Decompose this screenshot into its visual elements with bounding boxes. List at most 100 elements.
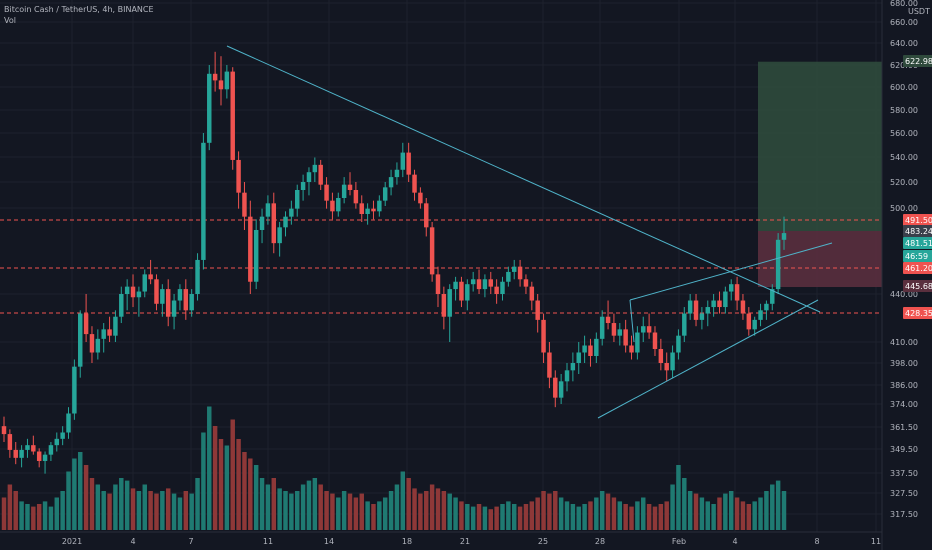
price-tick-label: 660.00 xyxy=(890,18,918,27)
volume-bar xyxy=(142,484,147,530)
volume-bar xyxy=(553,491,558,530)
price-tag-level[interactable]: 491.50 xyxy=(903,214,932,226)
candle-body xyxy=(195,259,200,294)
dashed-levels[interactable] xyxy=(0,219,882,314)
candle-body xyxy=(547,352,552,378)
candle xyxy=(324,177,329,209)
volume-bar xyxy=(623,504,628,530)
candle xyxy=(517,259,523,287)
volume-bar xyxy=(705,501,710,530)
candle-body xyxy=(482,279,488,290)
volume-bar xyxy=(388,491,394,530)
candle xyxy=(699,307,705,330)
candle xyxy=(60,426,65,446)
candle-body xyxy=(72,366,77,414)
volume-bar xyxy=(734,497,740,530)
price-tick-label: 580.00 xyxy=(890,106,918,115)
time-tick-label: 7 xyxy=(188,537,193,546)
volume-bar xyxy=(124,480,130,530)
volume-bar xyxy=(617,501,623,530)
volume-bar xyxy=(429,484,435,530)
price-tag-level[interactable]: 461.20 xyxy=(903,262,932,274)
candle xyxy=(330,192,335,220)
volume-bar xyxy=(476,504,482,530)
candle xyxy=(189,289,194,317)
trendline-0[interactable] xyxy=(226,45,821,313)
candle-body xyxy=(330,200,335,212)
candle-body xyxy=(353,190,359,204)
candle xyxy=(570,352,576,382)
position-zones[interactable] xyxy=(758,61,882,288)
time-tick-label: 25 xyxy=(538,537,548,546)
time-tick-label: 18 xyxy=(402,537,412,546)
candle-body xyxy=(605,316,611,324)
time-tick-label: 21 xyxy=(460,537,470,546)
candle-body xyxy=(265,203,271,217)
candle xyxy=(770,284,775,311)
candle-body xyxy=(177,289,183,301)
price-tag-target[interactable]: 622.98 xyxy=(903,55,932,67)
price-tag-level[interactable]: 428.35 xyxy=(903,307,932,319)
candle xyxy=(148,259,153,285)
price-tag-last[interactable]: 481.51 xyxy=(903,237,932,249)
candle xyxy=(511,259,517,280)
candle xyxy=(124,279,130,311)
price-tag-box xyxy=(903,280,932,292)
candle xyxy=(382,182,388,206)
volume-bar xyxy=(535,497,540,530)
candle-body xyxy=(418,192,423,204)
volume-bar xyxy=(1,497,7,530)
candle-body xyxy=(78,313,83,367)
price-tag-entry[interactable]: 483.24 xyxy=(903,225,932,237)
candle-body xyxy=(400,152,406,170)
time-axis[interactable]: 2021 4 7 11 14 18 21 25 28 Feb 4 8 11 xyxy=(0,531,882,546)
trendline-1[interactable] xyxy=(597,299,819,419)
volume-bar xyxy=(224,445,230,530)
candle xyxy=(31,435,36,455)
volume-bar xyxy=(494,506,499,530)
volume-bar xyxy=(371,504,376,530)
candle-body xyxy=(289,208,294,217)
candle-body xyxy=(36,451,42,461)
volume-bar xyxy=(740,501,746,530)
candle xyxy=(312,157,318,182)
price-tag-countdown[interactable]: 46:59 xyxy=(903,250,932,262)
volume-bar xyxy=(588,501,593,530)
candle-body xyxy=(212,73,218,81)
price-axis[interactable]: 680.00660.00640.00620.00600.00580.00560.… xyxy=(881,0,932,550)
volume-bar xyxy=(641,497,646,530)
candle-body xyxy=(201,142,206,260)
volume-bar xyxy=(160,491,165,530)
price-tick-label: 680.00 xyxy=(890,0,918,8)
candle xyxy=(553,370,558,408)
volume-bar xyxy=(764,491,769,530)
candle-body xyxy=(318,164,323,185)
symbol-legend[interactable]: Bitcoin Cash / TetherUS, 4h, BINANCE xyxy=(4,5,154,14)
candle-body xyxy=(388,177,394,188)
candle-body xyxy=(160,289,165,304)
target-zone[interactable] xyxy=(758,61,882,231)
volume-bar xyxy=(259,478,265,530)
volume-bar xyxy=(195,478,200,530)
candle xyxy=(13,442,18,465)
trendline-left-edge[interactable] xyxy=(629,299,635,343)
candle-body xyxy=(341,184,347,198)
candle xyxy=(576,342,581,374)
candle-body xyxy=(517,266,523,280)
volume-legend[interactable]: Vol xyxy=(4,16,16,25)
price-tag-stop[interactable]: 445.68 xyxy=(903,280,932,292)
volume-bar xyxy=(453,497,458,530)
price-tag-label: 491.50 xyxy=(905,216,932,225)
trendlines[interactable] xyxy=(226,45,833,419)
trendline-2[interactable] xyxy=(629,242,833,301)
volume-bar xyxy=(13,491,18,530)
candle-body xyxy=(764,303,769,311)
volume-bar xyxy=(523,504,529,530)
candle xyxy=(318,159,323,190)
candle-body xyxy=(365,208,370,214)
candle xyxy=(207,65,212,151)
candle-body xyxy=(734,284,740,301)
candle-body xyxy=(658,349,664,363)
